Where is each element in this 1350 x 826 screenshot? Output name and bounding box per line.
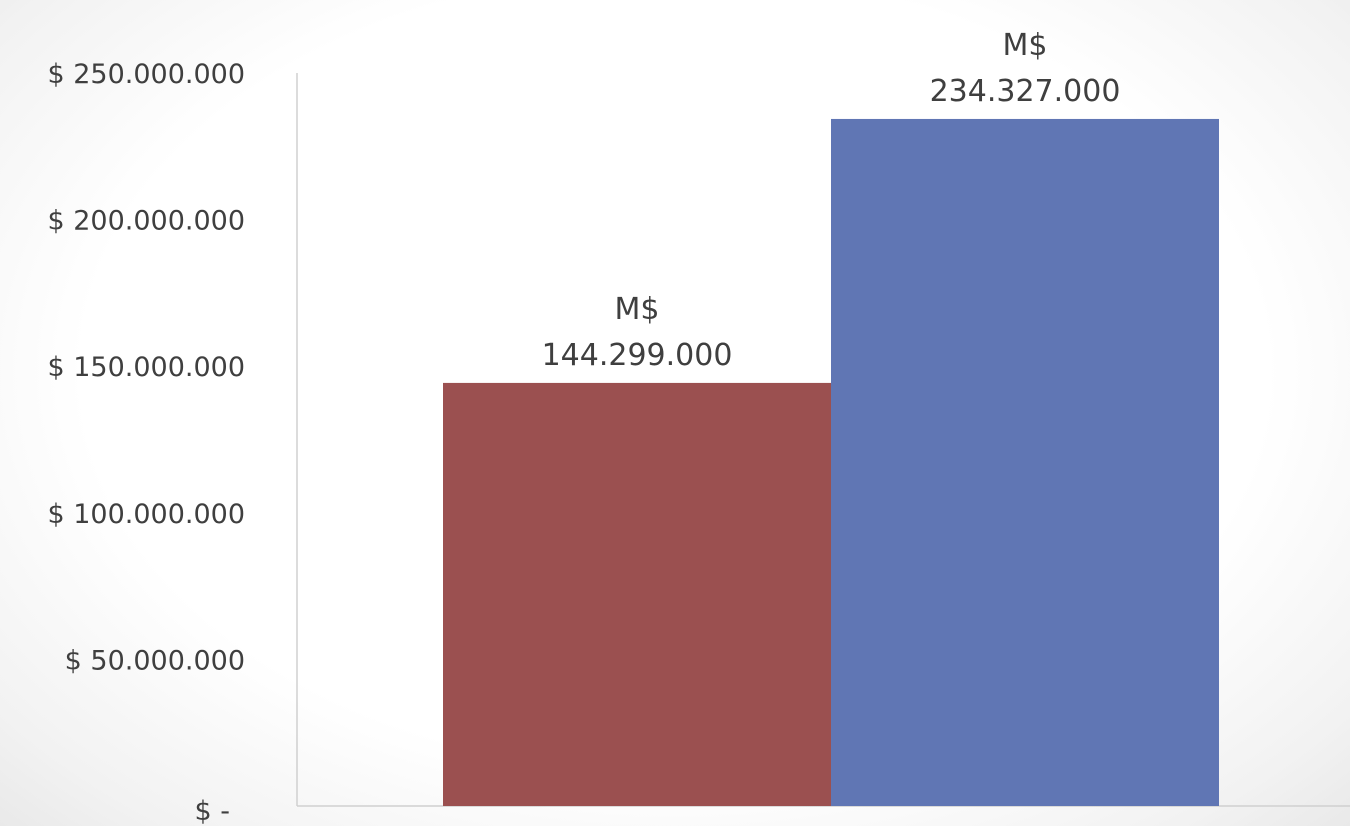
y-tick-label: $ 50.000.000 [65,645,245,676]
bar-data-label: 234.327.000 [930,74,1121,109]
y-axis-ticks: $ - $ 50.000.000 $ 100.000.000 $ 150.000.00… [47,59,245,826]
bar [443,382,831,806]
bars [443,118,1219,806]
bar-data-label: 144.299.000 [542,338,733,373]
bar-data-label: M$ [615,292,660,327]
y-tick-label: $ 200.000.000 [47,206,245,237]
bar [831,118,1219,806]
bar-data-label: M$ [1003,28,1048,63]
y-tick-label: $ 250.000.000 [47,59,245,90]
y-tick-label: $ - [194,796,230,826]
y-tick-label: $ 150.000.000 [47,352,245,383]
data-labels: M$ 144.299.000 M$ 234.327.000 [542,28,1121,373]
y-tick-label: $ 100.000.000 [47,499,245,530]
